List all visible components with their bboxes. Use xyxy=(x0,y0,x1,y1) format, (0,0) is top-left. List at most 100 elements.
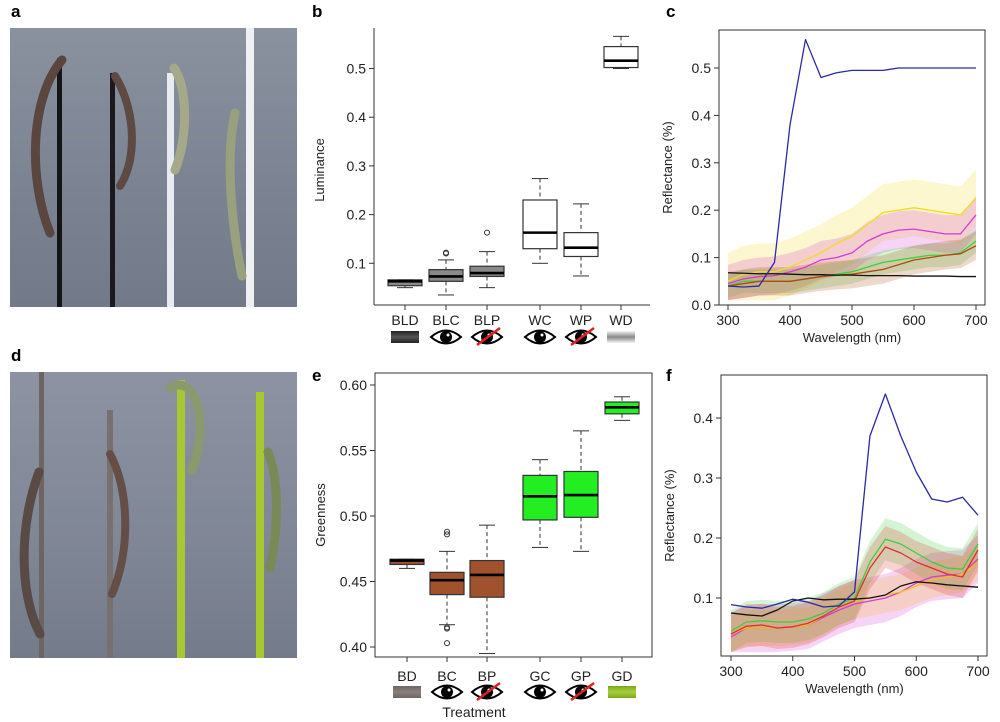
y-tick-label: 0.4 xyxy=(694,410,714,426)
outlier-point xyxy=(484,229,490,236)
eye-highlight xyxy=(447,688,451,692)
brown-caterpillar xyxy=(111,72,136,190)
white-stick xyxy=(246,28,254,307)
photo-caterpillars-on-black-and-white-sticks xyxy=(10,28,297,307)
eye-highlight xyxy=(446,333,450,337)
box-WD xyxy=(603,35,639,69)
box-iqr xyxy=(389,558,425,566)
outlier-point xyxy=(444,528,450,535)
box-iqr xyxy=(522,199,558,250)
red-strike xyxy=(476,681,501,702)
green-caterpillar xyxy=(225,108,247,281)
plot-area xyxy=(730,393,979,652)
x-tick-label: WC xyxy=(528,312,551,328)
box-iqr xyxy=(603,45,639,69)
y-tick-label: 0.0 xyxy=(692,297,712,313)
brown-caterpillar xyxy=(30,55,67,238)
green-stick xyxy=(177,380,185,658)
box-BLP xyxy=(469,229,505,289)
chart-f: 0.1 0.2 0.3 0.4 Reflectance (%) 300 400 500 600 7… xyxy=(662,374,990,696)
x-tick-label: 400 xyxy=(781,663,805,679)
x-tick-label: 500 xyxy=(843,663,867,679)
photo-caterpillars-on-brown-and-green-sticks xyxy=(10,372,297,658)
black-stick xyxy=(110,73,115,307)
box-BLD xyxy=(387,279,423,289)
outlier-point xyxy=(444,640,450,647)
green-stick xyxy=(256,392,264,658)
x-tick-label: 400 xyxy=(778,312,802,328)
x-tick-label: WD xyxy=(609,312,632,328)
x-axis-label: Treatment xyxy=(442,704,505,720)
eye-highlight xyxy=(540,688,544,692)
series-line-green xyxy=(730,538,979,632)
box-BP xyxy=(469,524,505,655)
y-tick-label: 0.2 xyxy=(692,202,712,218)
box-BD xyxy=(389,558,425,569)
y-tick-label: 0.1 xyxy=(694,590,714,606)
outlier-point xyxy=(444,531,450,538)
y-axis-label: Luminance xyxy=(312,138,327,202)
x-tick-label: 300 xyxy=(716,312,740,328)
panel-label-f: f xyxy=(666,366,672,385)
box-WP xyxy=(563,203,599,277)
x-tick-label: 600 xyxy=(902,312,926,328)
box-WC xyxy=(522,178,558,264)
chart-e: 0.40 0.45 0.50 0.55 0.60 Greenness BD BC BP GC GP G… xyxy=(313,372,653,720)
panel-label-e: e xyxy=(312,366,322,385)
box-BC xyxy=(429,528,465,647)
plot-area xyxy=(727,38,977,301)
x-tick-label: BC xyxy=(437,668,456,684)
box-iqr xyxy=(429,571,465,596)
band-magenta xyxy=(731,535,978,652)
panel-label-d: d xyxy=(11,346,22,365)
chart-c: 0.0 0.1 0.2 0.3 0.4 0.5 Reflectance (%) 300 400 5… xyxy=(660,29,988,345)
series-line-black xyxy=(730,581,979,617)
green-caterpillar xyxy=(165,380,205,475)
photo-a-drawing xyxy=(30,28,254,307)
eye-crossed-icon xyxy=(564,326,598,347)
panel-label-b: b xyxy=(312,2,323,21)
x-tick-label: WP xyxy=(570,312,593,328)
eye-pupil xyxy=(440,331,452,343)
eye-highlight xyxy=(540,333,544,337)
box-iqr xyxy=(522,474,558,521)
panel-label-c: c xyxy=(666,2,676,21)
x-tick-label: BD xyxy=(397,668,416,684)
box-BLC xyxy=(428,249,464,296)
x-tick-label: BLC xyxy=(432,312,459,328)
photo-d-drawing xyxy=(19,372,281,658)
y-axis-label: Greenness xyxy=(313,483,328,547)
eye-pupil xyxy=(534,331,546,343)
x-axis-label: Wavelength (nm) xyxy=(805,681,904,696)
plot-frame xyxy=(374,372,653,658)
brown-caterpillar xyxy=(19,467,45,639)
x-tick-label: GD xyxy=(612,668,633,684)
y-tick-label: 0.1 xyxy=(692,250,712,266)
outlier-point xyxy=(444,625,450,632)
x-axis-label: Wavelength (nm) xyxy=(803,330,902,345)
red-strike xyxy=(570,326,595,347)
swatch-dark-icon xyxy=(391,331,419,343)
green-caterpillar xyxy=(263,447,281,573)
brown-stick xyxy=(107,410,113,658)
x-tick-label: GC xyxy=(530,668,551,684)
y-tick-label: 0.3 xyxy=(347,158,367,174)
outlier-point xyxy=(443,249,449,256)
box-iqr xyxy=(387,279,423,287)
x-tick-label: 500 xyxy=(840,312,864,328)
box-GC xyxy=(522,459,558,548)
eye-pupil xyxy=(441,686,453,698)
swatch-green-icon xyxy=(608,686,636,698)
y-tick-label: 0.4 xyxy=(347,109,367,125)
box-iqr xyxy=(469,559,505,598)
y-tick-label: 0.40 xyxy=(340,639,367,655)
y-tick-label: 0.3 xyxy=(694,470,714,486)
eye-icon xyxy=(523,684,557,700)
black-stick xyxy=(57,58,62,307)
box-GP xyxy=(563,430,599,552)
x-tick-label: BP xyxy=(478,668,497,684)
y-tick-label: 0.1 xyxy=(347,255,367,271)
y-tick-label: 0.5 xyxy=(347,61,367,77)
band-green xyxy=(731,518,978,652)
eye-crossed-icon xyxy=(470,681,504,702)
